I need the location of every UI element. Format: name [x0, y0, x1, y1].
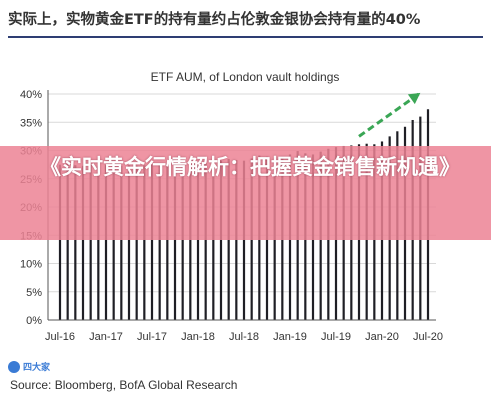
bar — [204, 162, 207, 320]
y-tick-label: 0% — [26, 315, 42, 327]
y-tick-label: 35% — [20, 117, 42, 129]
trend-arrow-shaft — [358, 91, 422, 138]
x-tick-label: Jul-19 — [321, 331, 351, 343]
x-tick-label: Jan-19 — [273, 331, 307, 343]
bar — [97, 165, 100, 320]
logo-icon — [8, 361, 20, 373]
bar — [104, 165, 108, 320]
y-tick-label: 10% — [20, 259, 42, 271]
chart-title: ETF AUM, of London vault holdings — [151, 70, 340, 84]
bar — [212, 162, 215, 320]
bar — [135, 165, 138, 320]
logo-text: 四大家 — [23, 363, 51, 373]
source-note: Source: Bloomberg, BofA Global Research — [10, 378, 238, 392]
bar — [189, 164, 192, 320]
bar — [173, 165, 177, 320]
x-tick-label: Jan-18 — [181, 331, 215, 343]
bar — [158, 164, 161, 320]
bar — [235, 160, 238, 320]
bar — [81, 165, 85, 320]
bar — [66, 164, 69, 320]
bar — [219, 160, 223, 320]
bar — [58, 164, 62, 320]
x-tick-label: Jul-18 — [229, 331, 259, 343]
x-tick-label: Jul-17 — [137, 331, 167, 343]
bar — [89, 164, 92, 320]
bar — [166, 163, 169, 320]
bar — [112, 166, 115, 320]
bar — [181, 164, 184, 320]
promo-banner — [0, 146, 491, 240]
bar — [242, 160, 246, 320]
title-divider — [8, 36, 483, 38]
bar — [127, 165, 131, 320]
page-title: 实际上，实物黄金ETF的持有量约占伦敦金银协会持有量的40% — [8, 12, 421, 28]
y-tick-label: 40% — [20, 89, 42, 101]
axes: 0%5%10%15%20%25%30%35%40%Jul-16Jan-17Jul… — [20, 89, 443, 343]
x-tick-label: Jan-17 — [89, 331, 123, 343]
x-tick-label: Jan-20 — [365, 331, 399, 343]
bar — [143, 165, 146, 320]
bar — [196, 164, 200, 320]
promo-banner-text: 《实时黄金行情解析：把握黄金销售新机遇》 — [40, 155, 460, 179]
bar — [150, 164, 154, 320]
trend-arrow — [358, 91, 422, 138]
logo: 四大家 — [8, 361, 66, 373]
x-tick-label: Jul-20 — [413, 331, 443, 343]
bar — [74, 165, 77, 320]
bar — [120, 165, 123, 320]
y-tick-label: 5% — [26, 287, 42, 299]
trend-arrow-head — [407, 92, 421, 105]
x-tick-label: Jul-16 — [45, 331, 75, 343]
